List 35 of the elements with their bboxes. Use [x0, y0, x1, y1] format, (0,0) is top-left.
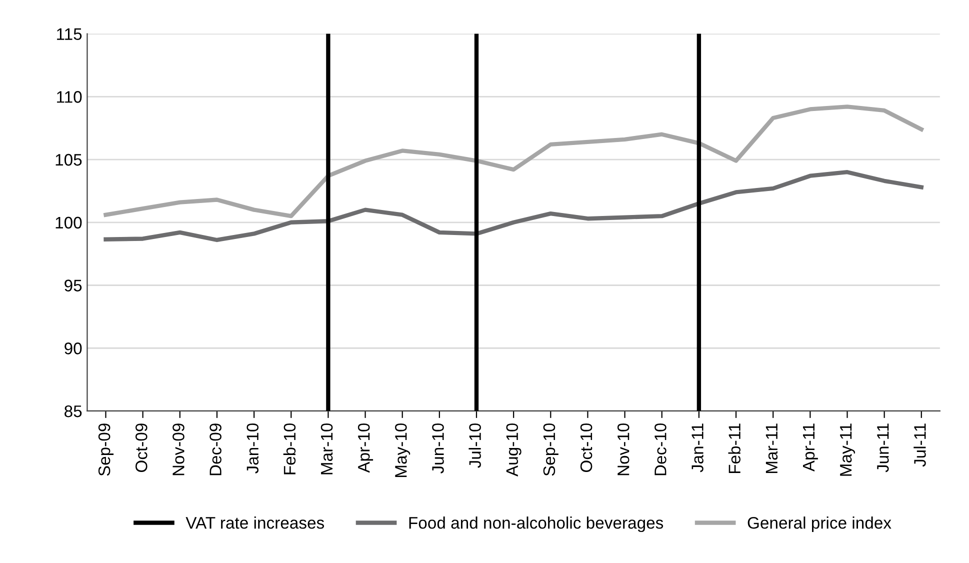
- x-tick-label: Nov-10: [617, 423, 630, 476]
- y-tick-label: 95: [64, 280, 82, 292]
- x-tick-label: Mar-11: [766, 424, 778, 473]
- x-tick-label: Apr-10: [358, 423, 374, 473]
- x-tick-label: Jan-10: [246, 423, 259, 474]
- x-tick-label: Sep-09: [98, 424, 114, 476]
- x-tick-label: Dec-10: [654, 423, 666, 476]
- x-tick-label: Dec-09: [210, 424, 222, 476]
- line-series: [104, 170, 924, 242]
- y-tick-label: 85: [64, 405, 82, 418]
- y-tick-label: 110: [57, 91, 82, 103]
- y-tick-label: 105: [56, 154, 82, 166]
- x-tick-label: Jun-10: [432, 423, 444, 474]
- legend-label: General price index: [748, 516, 892, 532]
- x-tick-label: Jun-11: [877, 424, 889, 472]
- y-tick-label: 100: [56, 216, 82, 229]
- x-tick-label: Jan-11: [692, 424, 704, 472]
- line-series: [104, 104, 924, 218]
- x-tick-label: Feb-10: [283, 423, 296, 474]
- x-tick-label: Mar-10: [320, 423, 333, 474]
- legend-label: VAT rate increases: [186, 516, 324, 529]
- legend-label: Food and non-alcoholic beverages: [409, 516, 664, 532]
- x-tick-label: May-10: [395, 423, 410, 477]
- x-tick-label: Feb-11: [728, 424, 740, 473]
- x-tick-label: Apr-11: [803, 424, 818, 472]
- y-tick-label: 90: [64, 342, 82, 354]
- x-tick-label: Nov-09: [172, 424, 184, 476]
- y-tick-label: 115: [57, 28, 82, 40]
- x-tick-label: May-11: [840, 424, 856, 476]
- x-tick-label: Sep-10: [543, 423, 558, 476]
- x-tick-label: Jul-10: [468, 423, 481, 468]
- x-tick-label: Jul-11: [914, 424, 926, 467]
- x-tick-label: Oct-10: [580, 423, 592, 472]
- x-tick-label: Aug-10: [506, 423, 522, 476]
- x-tick-label: Oct-09: [135, 424, 148, 472]
